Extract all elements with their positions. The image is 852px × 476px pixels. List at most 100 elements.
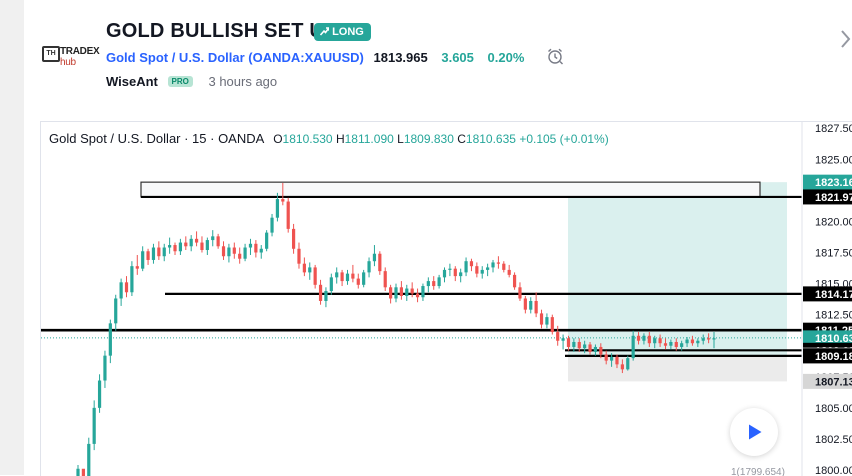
candle-body xyxy=(168,245,172,248)
candle-body xyxy=(534,300,538,314)
candle-body xyxy=(227,247,231,257)
candle-body xyxy=(313,267,317,285)
symbol-code-link[interactable]: OANDA:XAUUSD xyxy=(252,50,360,65)
candle-body xyxy=(426,281,430,287)
symbol-code-close: ) xyxy=(359,50,364,65)
trend-up-icon xyxy=(319,27,330,36)
alarm-clock-icon[interactable] xyxy=(546,47,564,65)
candle-body xyxy=(119,282,123,299)
target-zone xyxy=(568,182,787,356)
price-label: 1821.97 xyxy=(815,192,852,204)
logo-suffix: hub xyxy=(60,57,76,68)
author-name[interactable]: WiseAnt xyxy=(106,74,158,89)
legend-symbol: Gold Spot / U.S. Dollar · 15 · OANDA xyxy=(49,131,264,146)
candle-body xyxy=(561,338,565,341)
price-label-bg xyxy=(803,373,852,389)
candle-body xyxy=(216,236,220,247)
candle-body xyxy=(486,267,490,270)
author-row: WiseAnt PRO 3 hours ago xyxy=(106,74,277,89)
chevron-right-icon[interactable] xyxy=(838,28,852,50)
candle-body xyxy=(378,253,382,272)
logo-name: TRADEX xyxy=(60,46,100,57)
candle-body xyxy=(674,341,678,347)
candle-body xyxy=(480,269,484,274)
symbol-code-open: ( xyxy=(248,50,253,65)
price-label-bg xyxy=(803,348,852,364)
price-label: 1807.13 xyxy=(815,376,852,388)
candle-body xyxy=(114,298,118,324)
candle-body xyxy=(545,317,549,325)
candle-body xyxy=(523,298,527,310)
candle-body xyxy=(270,217,274,233)
candle-body xyxy=(588,344,592,352)
candle-body xyxy=(335,272,339,278)
price-label: 1810.63 xyxy=(815,333,852,345)
legend-change: +0.105 (+0.01%) xyxy=(519,132,609,146)
candle-body xyxy=(631,335,635,359)
candle-body xyxy=(200,242,204,251)
candle-body xyxy=(281,199,285,202)
candle-body xyxy=(184,242,188,247)
author-logo[interactable]: TH TRADEX hub xyxy=(42,44,112,68)
symbol-change-percent: 0.20% xyxy=(487,50,525,65)
badge-label: LONG xyxy=(332,26,364,38)
candle-body xyxy=(712,338,716,340)
candle-body xyxy=(297,248,301,264)
candle-body xyxy=(329,277,333,292)
candle-body xyxy=(459,272,463,277)
candle-body xyxy=(442,269,447,278)
chart-area[interactable]: 1827.501825.001822.501820.001817.501815.… xyxy=(40,121,852,476)
candle-body xyxy=(599,346,603,355)
long-badge: LONG xyxy=(314,23,371,41)
candle-body xyxy=(205,240,209,251)
candle-body xyxy=(189,238,193,247)
candle-body xyxy=(658,338,662,344)
candle-body xyxy=(76,468,80,476)
left-panel-strip xyxy=(0,0,24,475)
candle-body xyxy=(653,338,657,344)
candle-body xyxy=(162,247,166,257)
price-label-bg xyxy=(803,286,852,302)
candle-body xyxy=(151,247,156,260)
y-tick-label: 1802.50 xyxy=(815,434,852,446)
legend-l-label: L xyxy=(397,132,404,146)
candle-body xyxy=(410,288,414,294)
candle-body xyxy=(178,242,183,252)
price-label: 1823.16 xyxy=(815,177,852,189)
candle-body xyxy=(491,262,495,268)
candle-body xyxy=(275,199,280,218)
price-chart[interactable]: 1827.501825.001822.501820.001817.501815.… xyxy=(41,122,852,476)
candle-body xyxy=(593,346,598,352)
candle-body xyxy=(647,335,651,344)
candle-body xyxy=(496,262,501,264)
candle-body xyxy=(130,266,134,293)
play-button[interactable] xyxy=(730,408,778,456)
candle-body xyxy=(232,247,236,254)
candle-body xyxy=(620,364,624,370)
candle-body xyxy=(383,271,387,288)
symbol-name-link[interactable]: Gold Spot / U.S. Dollar xyxy=(106,50,245,65)
play-icon xyxy=(749,424,762,440)
candle-body xyxy=(108,323,112,356)
candle-body xyxy=(248,243,253,248)
candle-body xyxy=(696,340,700,344)
candle-body xyxy=(103,355,107,381)
candle-body xyxy=(615,356,619,365)
candle-body xyxy=(340,272,344,282)
candle-body xyxy=(448,268,452,270)
candle-body xyxy=(394,287,398,299)
pro-badge: PRO xyxy=(167,76,193,87)
candle-body xyxy=(259,248,263,253)
idea-header: TH TRADEX hub xyxy=(24,0,852,120)
candle-body xyxy=(437,277,441,287)
stop-zone xyxy=(568,355,787,382)
candle-body xyxy=(680,343,684,347)
candle-body xyxy=(141,251,145,269)
candle-body xyxy=(685,339,689,344)
legend-h-label: H xyxy=(335,132,345,146)
candle-body xyxy=(453,268,457,277)
candle-body xyxy=(539,313,544,325)
symbol-price: 1813.965 xyxy=(373,50,428,65)
candle-body xyxy=(308,267,312,273)
candle-body xyxy=(502,263,506,270)
